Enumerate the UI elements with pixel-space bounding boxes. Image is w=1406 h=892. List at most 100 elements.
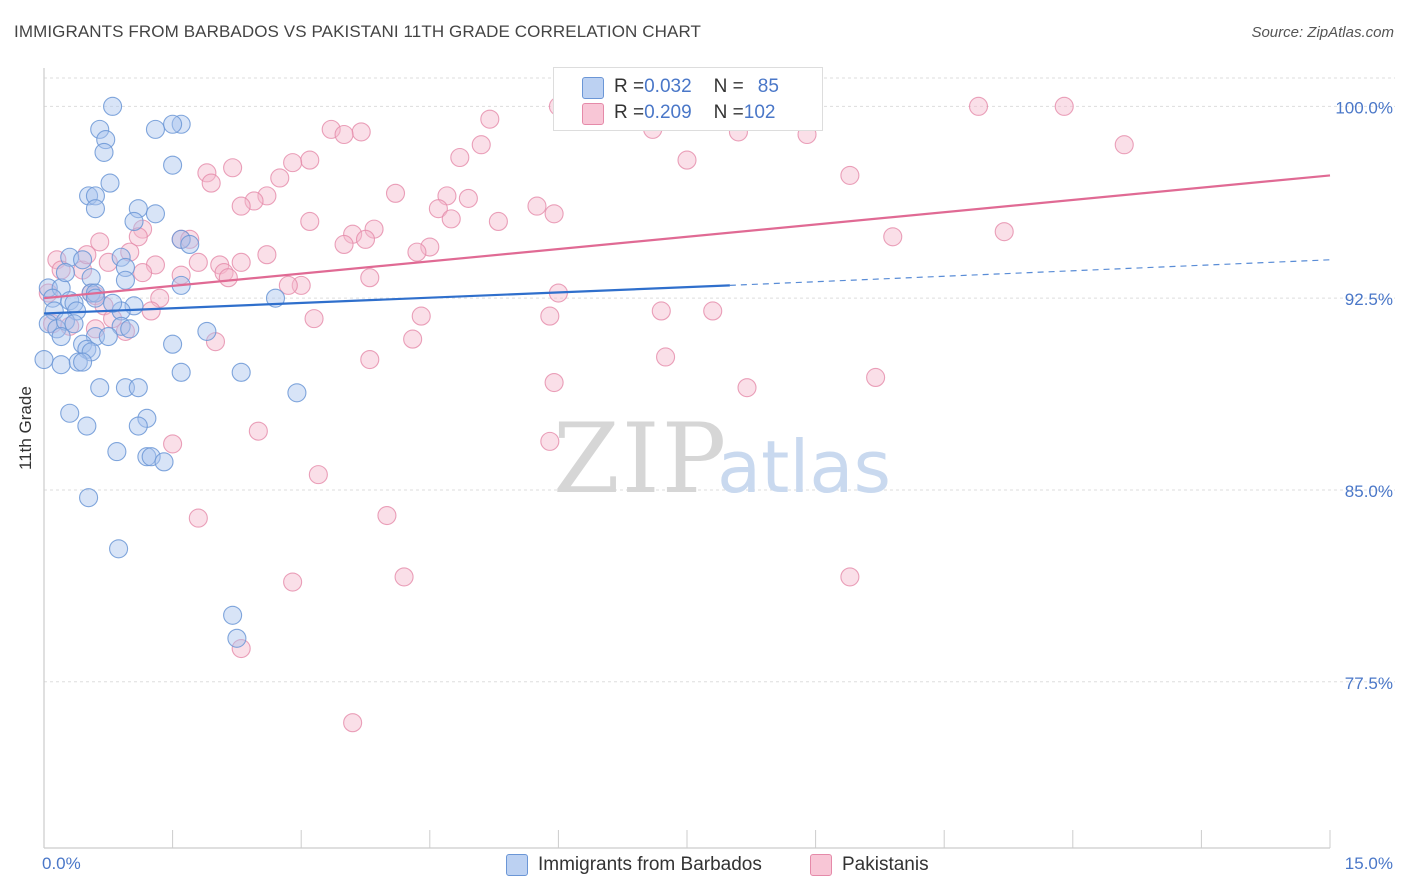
barbados-point: [137, 447, 157, 467]
pakistanis-point: [540, 306, 560, 326]
pakistanis-point: [968, 96, 989, 116]
chart-title: IMMIGRANTS FROM BARBADOS VS PAKISTANI 11…: [14, 22, 702, 41]
n-value: 102: [743, 102, 776, 123]
pakistanis-point: [737, 378, 757, 398]
barbados-point: [34, 349, 54, 370]
pakistanis-point: [883, 227, 903, 247]
x-tick-label-end: 15.0%: [1345, 854, 1393, 873]
y-tick-label: 85.0%: [1345, 482, 1393, 501]
y-tick-label: 92.5%: [1345, 290, 1393, 309]
source-label: Source: ZipAtlas.com: [1251, 24, 1394, 41]
barbados-point: [287, 383, 307, 403]
pakistanis-point: [283, 153, 303, 173]
barbados-point: [98, 326, 118, 347]
barbados-point: [103, 293, 123, 313]
r-value: 0.032: [644, 76, 692, 97]
pakistanis-point: [223, 158, 243, 178]
barbados-trend-line: [43, 284, 730, 315]
pakistanis-point: [90, 232, 110, 252]
pakistanis-point: [677, 150, 697, 170]
pakistanis-point: [420, 237, 440, 257]
pakistanis-point: [300, 150, 320, 170]
pakistanis-point: [163, 434, 183, 454]
n-label: N =: [713, 76, 744, 97]
barbados-point: [60, 403, 80, 423]
barbados-point: [107, 442, 127, 462]
legend-item-pakistanis[interactable]: Pakistanis: [810, 854, 929, 876]
legend-swatch-pakistanis: [582, 103, 604, 125]
pakistanis-point: [703, 301, 723, 321]
n-label: N =: [713, 102, 744, 123]
pakistanis-point: [231, 252, 251, 272]
barbados-point: [111, 247, 131, 267]
axes: [43, 68, 1331, 849]
r-label: R =: [614, 102, 645, 123]
pakistanis-point: [308, 465, 328, 485]
watermark-zip: ZIP: [553, 403, 728, 515]
barbados-point: [109, 539, 129, 559]
r-label: R =: [614, 76, 645, 97]
barbados-point: [231, 362, 251, 382]
pakistanis-point: [840, 567, 860, 587]
barbados-point: [94, 142, 114, 162]
barbados-point: [227, 628, 247, 648]
pakistanis-point: [231, 638, 251, 659]
pakistanis-point: [128, 227, 148, 247]
pakistanis-point: [321, 119, 341, 139]
stats-row-barbados: R = 0.032 N = 85: [614, 74, 779, 100]
pakistanis-point: [385, 183, 406, 203]
pakistanis-point: [351, 122, 371, 142]
barbados-point: [81, 268, 101, 288]
pakistanis-point: [471, 135, 491, 155]
barbados-point: [180, 234, 200, 255]
pakistanis-point: [527, 196, 547, 216]
x-tick-label-start: 0.0%: [42, 854, 81, 873]
pakistanis-point: [334, 234, 354, 255]
barbados-point: [90, 119, 110, 139]
pakistanis-point: [270, 168, 290, 188]
pakistanis-point: [441, 209, 461, 229]
pakistanis-point: [544, 373, 564, 393]
barbados-point: [51, 355, 71, 375]
pakistanis-point: [283, 572, 303, 592]
pakistanis-point: [407, 242, 427, 262]
barbados-point: [163, 334, 183, 354]
barbados-point: [55, 263, 75, 283]
barbados-point: [171, 362, 191, 382]
pakistanis-point: [360, 268, 380, 288]
pakistanis-point: [651, 301, 671, 321]
legend-item-barbados[interactable]: Immigrants from Barbados: [506, 854, 762, 876]
pakistanis-point: [197, 163, 217, 183]
pakistanis-point: [257, 245, 277, 265]
pakistanis-point: [188, 508, 208, 528]
barbados-point: [103, 96, 123, 116]
pakistanis-point: [248, 421, 268, 441]
pakistanis-point: [480, 109, 500, 129]
barbados-point: [64, 314, 84, 334]
stats-legend: R = 0.032 N = 85 R = 0.209 N = 102: [553, 67, 823, 131]
barbados-point: [154, 452, 174, 472]
r-value: 0.209: [644, 102, 692, 123]
stats-row-pakistanis: R = 0.209 N = 102: [614, 100, 775, 126]
barbados-point: [120, 319, 140, 339]
pakistanis-point: [98, 252, 118, 272]
barbados-point: [265, 288, 286, 308]
barbados-point: [124, 211, 144, 231]
n-value: 85: [757, 76, 779, 97]
pakistanis-point: [403, 329, 423, 349]
legend-swatch-pakistanis: [810, 854, 832, 876]
pakistanis-point: [394, 567, 414, 587]
pakistanis-point: [201, 173, 221, 193]
barbados-point: [100, 173, 120, 193]
pakistanis-point: [1054, 96, 1074, 116]
barbados-point: [163, 155, 183, 175]
barbados-point: [73, 250, 93, 270]
barbados-point: [73, 352, 93, 372]
pakistanis-point: [188, 252, 208, 272]
legend-swatch-barbados: [506, 854, 528, 876]
pakistanis-point: [994, 222, 1014, 242]
barbados-points: [34, 96, 307, 648]
barbados-point: [90, 378, 110, 398]
barbados-point: [197, 321, 217, 341]
pakistanis-point: [278, 275, 298, 295]
